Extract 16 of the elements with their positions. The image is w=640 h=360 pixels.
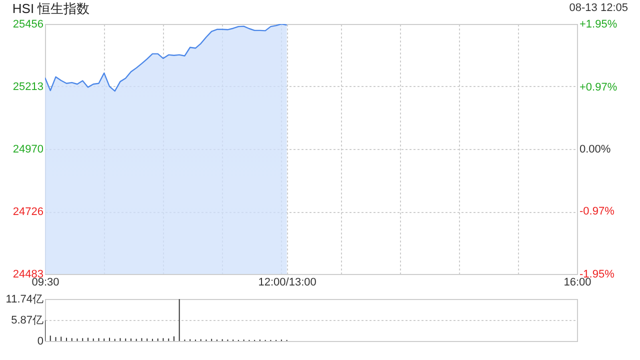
y-tick-label: 11.74亿 (6, 294, 44, 306)
y2-tick-label: 0.00% (580, 144, 611, 156)
text: 08-13 12:05 (569, 2, 628, 14)
y2-tick-label: -0.97% (580, 206, 615, 218)
y2-tick-label: +1.95% (580, 18, 618, 30)
x-tick-label: 12:00/13:00 (258, 276, 316, 288)
y-tick-label: 0 (37, 336, 44, 348)
x-tick-label: 16:00 (564, 276, 592, 288)
y-tick-label: 25213 (12, 80, 44, 93)
y-tick-label: 5.87亿 (11, 314, 44, 326)
chart-title: HSI 恒生指数 (12, 1, 90, 16)
y-tick-label: 24726 (12, 206, 44, 218)
y-tick-label: 25456 (12, 18, 44, 30)
y-tick-label: 24970 (12, 143, 44, 156)
x-tick-label: 09:30 (32, 276, 60, 288)
y2-tick-label: +0.97% (580, 81, 618, 94)
